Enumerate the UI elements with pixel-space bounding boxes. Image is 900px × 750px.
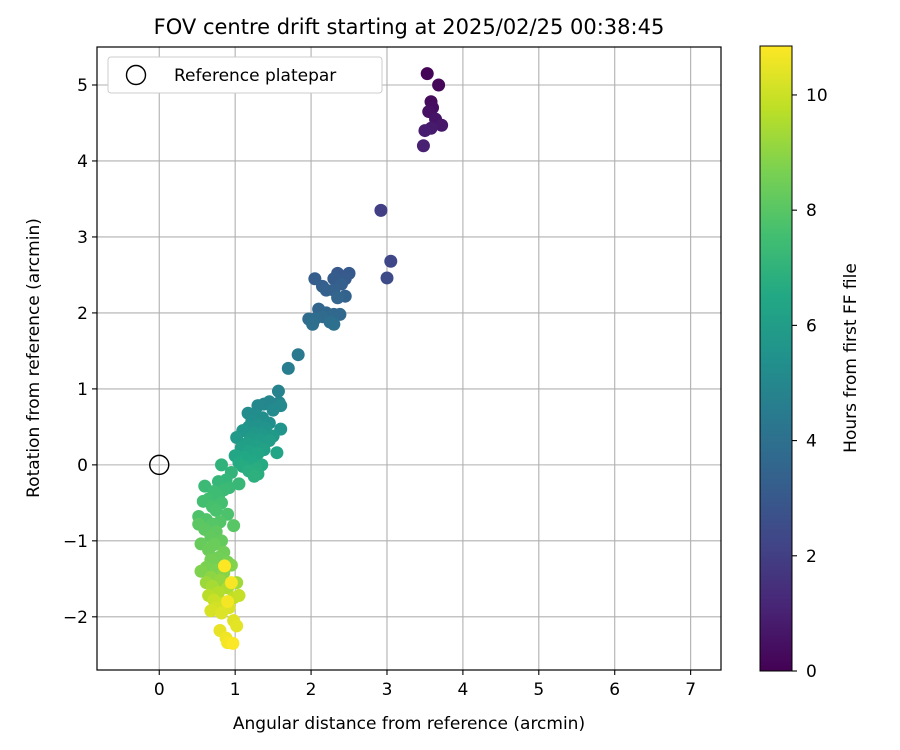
y-axis-ticks: −2 −1 0 1 2 3 4 5 <box>63 76 97 628</box>
legend-box <box>107 56 383 94</box>
data-point <box>218 559 232 573</box>
y-tick-label: 4 <box>77 152 88 172</box>
data-point <box>204 604 218 618</box>
data-point <box>271 384 285 398</box>
data-point <box>333 307 347 321</box>
data-point <box>374 203 388 217</box>
data-point <box>384 254 398 268</box>
x-tick-label: 1 <box>230 680 241 700</box>
x-tick-label: 6 <box>609 680 620 700</box>
data-point <box>224 576 238 590</box>
colorbar <box>759 45 793 672</box>
data-point <box>420 67 434 81</box>
colorbar-tick-label: 6 <box>806 316 817 336</box>
reference-marker <box>149 454 170 476</box>
data-point <box>232 589 246 603</box>
data-point <box>380 271 394 285</box>
colorbar-ticks: 0 2 4 6 8 10 <box>792 86 828 682</box>
x-tick-label: 3 <box>382 680 393 700</box>
data-point <box>416 139 430 153</box>
data-point <box>232 477 246 491</box>
y-axis-label: Rotation from reference (arcmin) <box>24 218 44 498</box>
data-point <box>291 348 305 362</box>
data-point <box>266 403 280 417</box>
y-tick-label: 5 <box>77 76 88 96</box>
y-tick-label: −1 <box>63 532 88 552</box>
colorbar-tick-label: 2 <box>806 547 817 567</box>
legend: Reference platepar <box>107 56 383 94</box>
data-point <box>209 503 223 517</box>
data-point <box>230 431 244 445</box>
data-point <box>226 636 240 650</box>
x-axis-ticks: 0 1 2 3 4 5 6 7 <box>154 670 696 700</box>
data-point <box>418 124 432 138</box>
colorbar-tick-label: 8 <box>806 201 817 221</box>
x-tick-label: 0 <box>154 680 165 700</box>
data-point <box>194 564 208 578</box>
data-point <box>221 595 235 609</box>
colorbar-tick-label: 10 <box>806 86 828 106</box>
data-point <box>306 317 320 331</box>
data-point <box>435 118 449 132</box>
y-tick-label: −2 <box>63 608 88 628</box>
data-point <box>214 458 228 472</box>
data-point <box>227 519 241 533</box>
scatter-points <box>192 67 449 650</box>
data-point <box>251 399 265 413</box>
legend-entry-reference: Reference platepar <box>174 66 336 86</box>
x-tick-label: 2 <box>306 680 317 700</box>
colorbar-tick-label: 4 <box>806 432 817 452</box>
data-point <box>247 469 261 483</box>
colorbar-label: Hours from first FF file <box>841 263 861 453</box>
plot-frame <box>96 46 722 671</box>
y-tick-label: 0 <box>77 456 88 476</box>
data-point <box>327 317 341 331</box>
data-point <box>281 361 295 375</box>
data-point <box>331 291 345 305</box>
chart-title: FOV centre drift starting at 2025/02/25 … <box>154 15 665 39</box>
x-tick-label: 4 <box>457 680 468 700</box>
x-tick-label: 7 <box>685 680 696 700</box>
x-tick-label: 5 <box>533 680 544 700</box>
x-axis-label: Angular distance from reference (arcmin) <box>233 714 585 734</box>
y-tick-label: 3 <box>77 228 88 248</box>
data-point <box>214 606 228 620</box>
legend-marker-icon <box>125 64 147 86</box>
colorbar-tick-label: 0 <box>806 662 817 682</box>
data-point <box>230 619 244 633</box>
y-tick-label: 2 <box>77 304 88 324</box>
data-point <box>270 446 284 460</box>
data-point <box>432 78 446 92</box>
y-tick-label: 1 <box>77 380 88 400</box>
grid-lines <box>97 47 721 670</box>
data-point <box>202 543 216 557</box>
